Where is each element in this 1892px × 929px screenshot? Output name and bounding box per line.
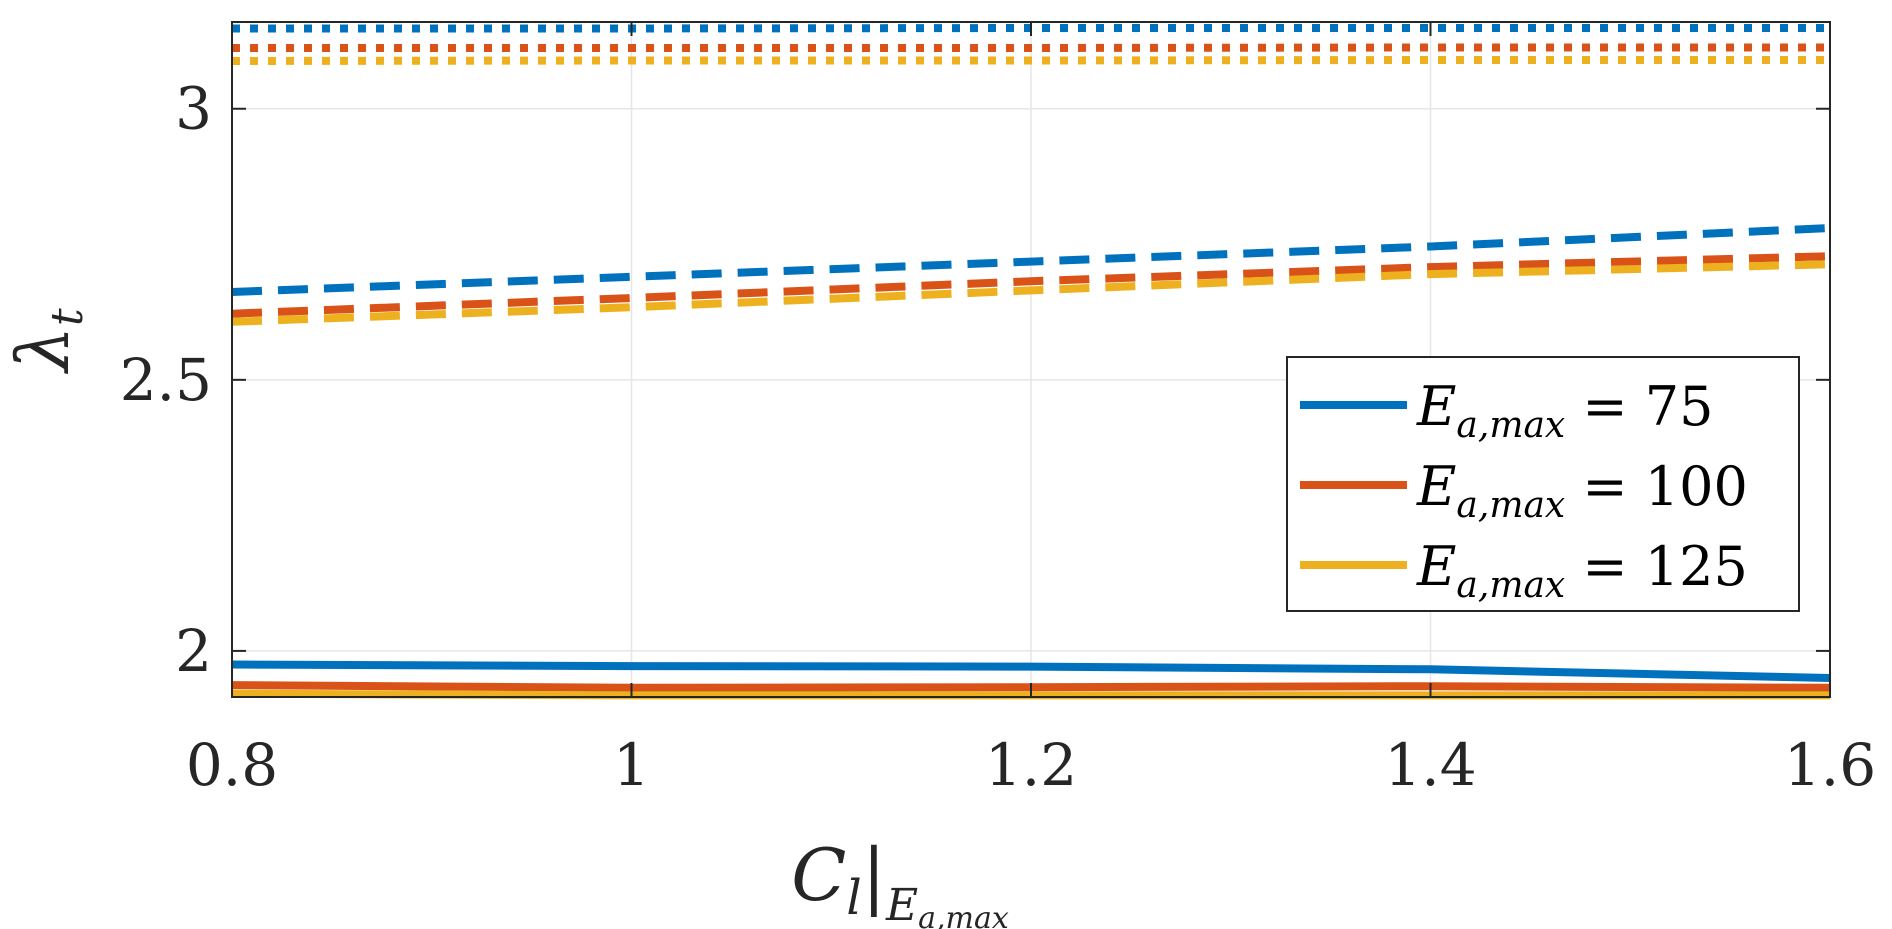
y-tick-label: 2 — [175, 617, 212, 685]
legend-label: Ea,max = 75 — [1416, 375, 1714, 446]
y-axis-label-main: λ — [1, 326, 85, 375]
series-line-dashed-3 — [231, 260, 1831, 326]
x-axis-label: Cl|Ea,max — [791, 833, 1009, 929]
legend-label: Ea,max = 100 — [1416, 455, 1748, 526]
x-axis-label-sub2sub: a,max — [918, 901, 1009, 929]
x-tick-label: 1.2 — [985, 731, 1077, 799]
series-line-dotted-3 — [231, 56, 1830, 65]
legend: Ea,max = 75 Ea,max = 100 Ea,max = 125 — [1286, 356, 1800, 612]
y-tick-label: 3 — [175, 75, 212, 143]
x-tick-label: 1 — [613, 731, 650, 799]
x-axis-label-bar: | — [862, 833, 886, 917]
series-line-dashed-2 — [231, 252, 1831, 318]
series-line-solid-1 — [231, 660, 1831, 682]
y-tick-label: 2.5 — [120, 346, 212, 414]
legend-label: Ea,max = 125 — [1416, 535, 1748, 606]
series-line-dashed-1 — [231, 224, 1831, 296]
x-axis-label-main: C — [791, 833, 846, 917]
x-tick-label: 0.8 — [186, 731, 278, 799]
x-tick-label: 1.6 — [1784, 731, 1876, 799]
series-line-dotted-2 — [232, 43, 1830, 52]
tick-labels: 0.8 1 1.2 1.4 1.6 2 2.5 3 — [120, 75, 1876, 799]
y-axis-label: λt — [1, 308, 93, 375]
x-axis-label-sub2: E — [885, 880, 918, 929]
ticks — [231, 22, 1831, 697]
x-tick-label: 1.4 — [1384, 731, 1476, 799]
y-axis-label-sub: t — [42, 308, 93, 326]
x-axis-label-sub1: l — [846, 870, 861, 926]
